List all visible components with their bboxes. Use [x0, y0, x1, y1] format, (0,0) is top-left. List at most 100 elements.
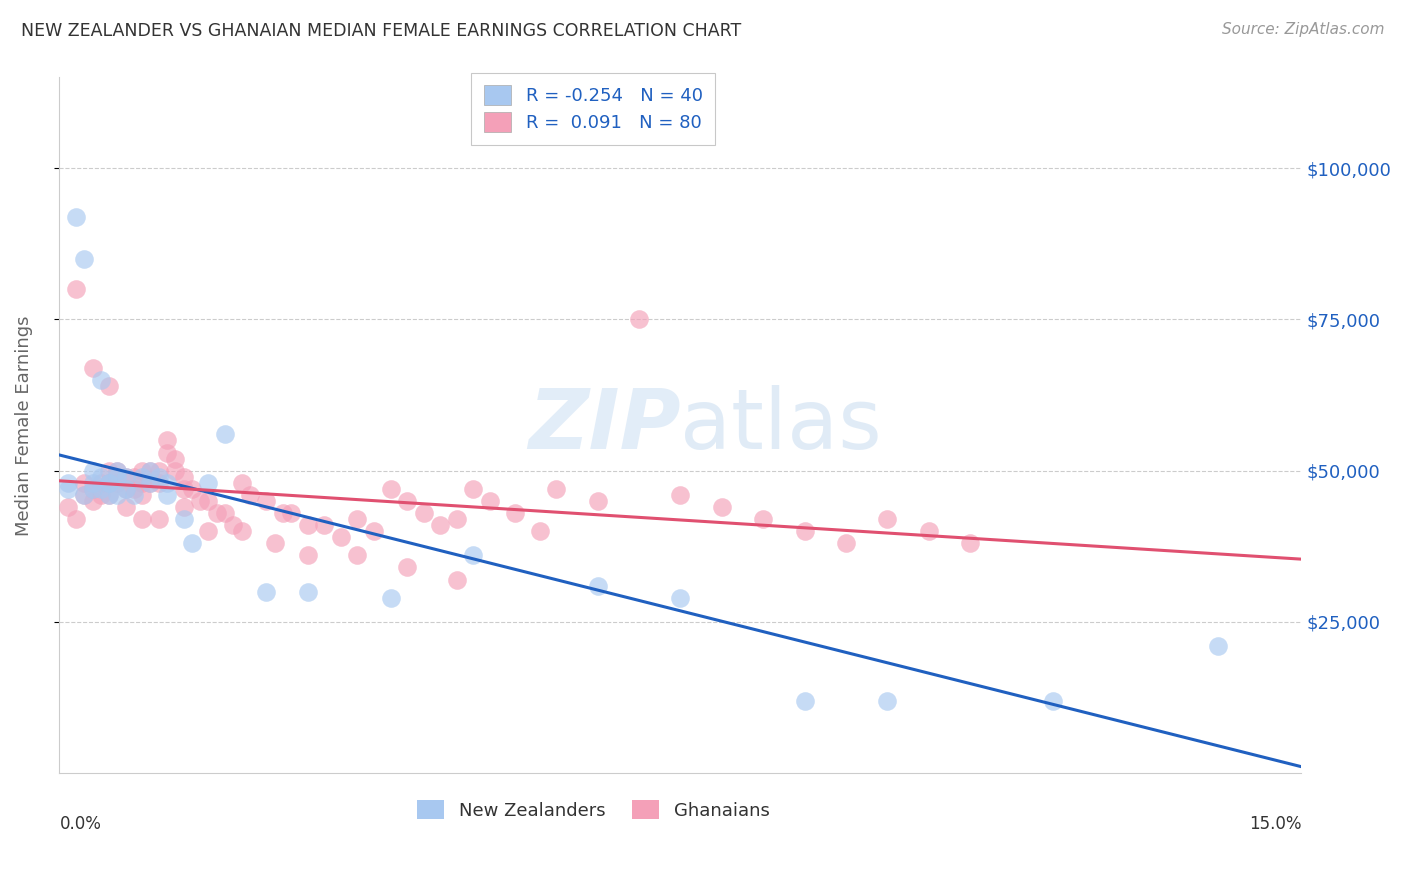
Point	[156, 445, 179, 459]
Point	[263, 536, 285, 550]
Point	[98, 488, 121, 502]
Point	[669, 488, 692, 502]
Point	[82, 464, 104, 478]
Point	[180, 536, 202, 550]
Point	[90, 469, 112, 483]
Point	[122, 482, 145, 496]
Point	[280, 506, 302, 520]
Point	[173, 469, 195, 483]
Point	[65, 512, 87, 526]
Point	[214, 506, 236, 520]
Point	[114, 469, 136, 483]
Point	[105, 488, 128, 502]
Point	[114, 500, 136, 514]
Point	[222, 518, 245, 533]
Point	[90, 488, 112, 502]
Point	[446, 512, 468, 526]
Point	[396, 560, 419, 574]
Point	[56, 482, 79, 496]
Point	[73, 252, 96, 266]
Point	[446, 573, 468, 587]
Point	[173, 482, 195, 496]
Point	[56, 475, 79, 490]
Point	[98, 475, 121, 490]
Point	[173, 512, 195, 526]
Point	[148, 464, 170, 478]
Point	[131, 475, 153, 490]
Point	[82, 482, 104, 496]
Point	[835, 536, 858, 550]
Point	[463, 549, 485, 563]
Text: 0.0%: 0.0%	[59, 815, 101, 833]
Point	[131, 488, 153, 502]
Point	[271, 506, 294, 520]
Point	[105, 475, 128, 490]
Text: Source: ZipAtlas.com: Source: ZipAtlas.com	[1222, 22, 1385, 37]
Point	[98, 488, 121, 502]
Point	[90, 475, 112, 490]
Y-axis label: Median Female Earnings: Median Female Earnings	[15, 315, 32, 535]
Point	[918, 524, 941, 539]
Point	[231, 524, 253, 539]
Point	[105, 469, 128, 483]
Point	[793, 524, 815, 539]
Point	[65, 282, 87, 296]
Point	[669, 591, 692, 605]
Point	[82, 360, 104, 375]
Text: 15.0%: 15.0%	[1249, 815, 1302, 833]
Point	[314, 518, 336, 533]
Point	[876, 512, 898, 526]
Point	[380, 482, 402, 496]
Point	[793, 693, 815, 707]
Point	[65, 210, 87, 224]
Point	[156, 434, 179, 448]
Point	[148, 475, 170, 490]
Point	[139, 464, 162, 478]
Point	[197, 494, 219, 508]
Point	[148, 512, 170, 526]
Point	[82, 482, 104, 496]
Point	[205, 506, 228, 520]
Point	[254, 494, 277, 508]
Point	[752, 512, 775, 526]
Point	[188, 494, 211, 508]
Point	[139, 475, 162, 490]
Point	[231, 475, 253, 490]
Point	[98, 475, 121, 490]
Point	[959, 536, 981, 550]
Text: NEW ZEALANDER VS GHANAIAN MEDIAN FEMALE EARNINGS CORRELATION CHART: NEW ZEALANDER VS GHANAIAN MEDIAN FEMALE …	[21, 22, 741, 40]
Point	[98, 379, 121, 393]
Point	[254, 584, 277, 599]
Point	[396, 494, 419, 508]
Point	[197, 475, 219, 490]
Point	[114, 482, 136, 496]
Point	[139, 475, 162, 490]
Point	[297, 584, 319, 599]
Point	[131, 469, 153, 483]
Point	[56, 500, 79, 514]
Point	[363, 524, 385, 539]
Point	[156, 488, 179, 502]
Point	[1208, 639, 1230, 653]
Point	[710, 500, 733, 514]
Point	[478, 494, 501, 508]
Point	[214, 427, 236, 442]
Point	[148, 469, 170, 483]
Point	[82, 494, 104, 508]
Point	[329, 530, 352, 544]
Point	[346, 549, 368, 563]
Point	[463, 482, 485, 496]
Point	[297, 549, 319, 563]
Point	[503, 506, 526, 520]
Point	[380, 591, 402, 605]
Point	[586, 579, 609, 593]
Point	[90, 482, 112, 496]
Point	[98, 475, 121, 490]
Point	[297, 518, 319, 533]
Point	[173, 500, 195, 514]
Point	[429, 518, 451, 533]
Point	[1042, 693, 1064, 707]
Point	[165, 464, 187, 478]
Point	[529, 524, 551, 539]
Point	[73, 488, 96, 502]
